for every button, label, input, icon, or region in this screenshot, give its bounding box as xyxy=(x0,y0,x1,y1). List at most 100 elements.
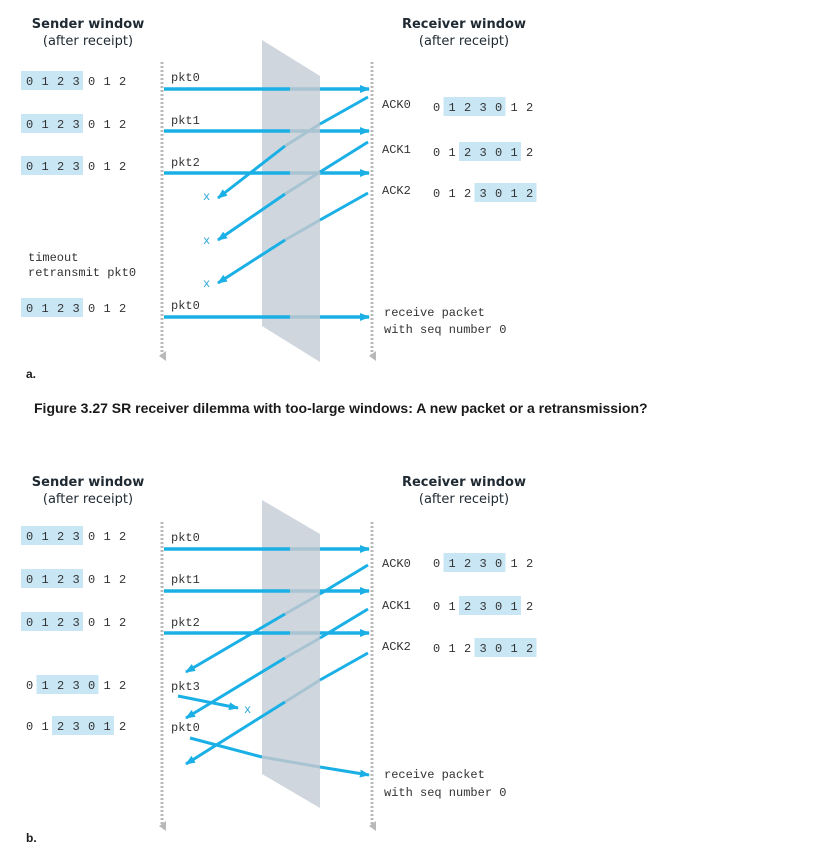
seq-number: 1 xyxy=(42,530,49,544)
receiver-window-title: Receiver window xyxy=(402,475,526,490)
seq-number: 0 xyxy=(88,616,95,630)
window-highlight xyxy=(36,675,99,694)
seq-number: 0 xyxy=(88,573,95,587)
seq-number: 3 xyxy=(73,160,80,174)
ack-label: ACK0 xyxy=(382,98,411,112)
seq-number: 1 xyxy=(511,600,518,614)
window-highlight xyxy=(21,71,83,90)
window-highlight xyxy=(21,156,83,175)
window-highlight xyxy=(21,526,83,545)
seq-number: 2 xyxy=(464,642,471,656)
seq-number: 1 xyxy=(104,679,111,693)
window-highlight xyxy=(474,638,537,657)
seq-number: 0 xyxy=(88,160,95,174)
packet-label: pkt1 xyxy=(171,114,200,128)
seq-number: 0 xyxy=(88,302,95,316)
receiver-window-title: Receiver window xyxy=(402,17,526,32)
lost-mark: x xyxy=(203,190,210,204)
ack-arrow-lost xyxy=(217,140,369,242)
ack-label: ACK1 xyxy=(382,143,411,157)
seq-number: 2 xyxy=(57,679,64,693)
seq-number: 2 xyxy=(57,118,64,132)
channel-medium xyxy=(262,40,320,362)
panel-b: Sender window (after receipt) Receiver w… xyxy=(21,475,537,845)
seq-number: 0 xyxy=(88,530,95,544)
window-highlight xyxy=(52,716,114,735)
seq-number: 1 xyxy=(42,75,49,89)
packet-label: pkt0 xyxy=(171,71,200,85)
seq-number: 2 xyxy=(119,679,126,693)
seq-number: 0 xyxy=(433,101,440,115)
ack-arrow xyxy=(185,651,369,766)
seq-number: 1 xyxy=(42,679,49,693)
packet-label: pkt2 xyxy=(171,156,200,170)
seq-number: 2 xyxy=(119,75,126,89)
seq-number: 3 xyxy=(73,573,80,587)
seq-number: 0 xyxy=(495,642,502,656)
panel-label: b. xyxy=(26,831,37,845)
seq-number: 3 xyxy=(73,530,80,544)
window-highlight xyxy=(443,553,506,572)
seq-number: 1 xyxy=(42,720,49,734)
seq-number: 1 xyxy=(104,616,111,630)
seq-number: 2 xyxy=(464,600,471,614)
seq-number: 3 xyxy=(73,75,80,89)
seq-number: 1 xyxy=(511,146,518,160)
packet-label: pkt3 xyxy=(171,680,200,694)
packet-label: pkt2 xyxy=(171,616,200,630)
seq-number: 2 xyxy=(526,600,533,614)
timeout-label: timeout xyxy=(28,251,78,265)
seq-number: 2 xyxy=(57,75,64,89)
seq-number: 1 xyxy=(104,75,111,89)
seq-number: 1 xyxy=(449,187,456,201)
seq-number: 3 xyxy=(73,720,80,734)
seq-number: 3 xyxy=(480,146,487,160)
window-highlight xyxy=(21,612,83,631)
seq-number: 2 xyxy=(57,530,64,544)
window-highlight xyxy=(459,142,521,161)
seq-number: 0 xyxy=(26,616,33,630)
window-highlight xyxy=(21,569,83,588)
lost-mark: x xyxy=(203,234,210,248)
seq-number: 2 xyxy=(57,573,64,587)
sender-window-title: Sender window xyxy=(32,17,144,32)
sender-window-subtitle: (after receipt) xyxy=(43,34,133,49)
seq-number: 2 xyxy=(119,720,126,734)
seq-number: 0 xyxy=(88,720,95,734)
seq-number: 1 xyxy=(449,101,456,115)
seq-number: 0 xyxy=(433,642,440,656)
seq-number: 3 xyxy=(480,101,487,115)
seq-number: 2 xyxy=(57,160,64,174)
seq-number: 0 xyxy=(88,679,95,693)
seq-number: 0 xyxy=(433,557,440,571)
seq-number: 2 xyxy=(464,101,471,115)
seq-number: 0 xyxy=(26,573,33,587)
seq-number: 0 xyxy=(88,75,95,89)
seq-number: 2 xyxy=(119,160,126,174)
seq-number: 2 xyxy=(57,720,64,734)
seq-number: 3 xyxy=(480,187,487,201)
packet-label: pkt0 xyxy=(171,721,200,735)
packet-arrow-new xyxy=(189,736,370,778)
ack-arrow-lost xyxy=(217,95,369,200)
packet-label: pkt0 xyxy=(171,531,200,545)
seq-number: 0 xyxy=(26,530,33,544)
seq-number: 1 xyxy=(42,616,49,630)
seq-number: 0 xyxy=(433,187,440,201)
ack-label: ACK2 xyxy=(382,640,411,654)
packet-label: pkt0 xyxy=(171,299,200,313)
receive-label: with seq number 0 xyxy=(384,786,506,800)
receive-label: receive packet xyxy=(384,768,485,782)
seq-number: 1 xyxy=(449,642,456,656)
